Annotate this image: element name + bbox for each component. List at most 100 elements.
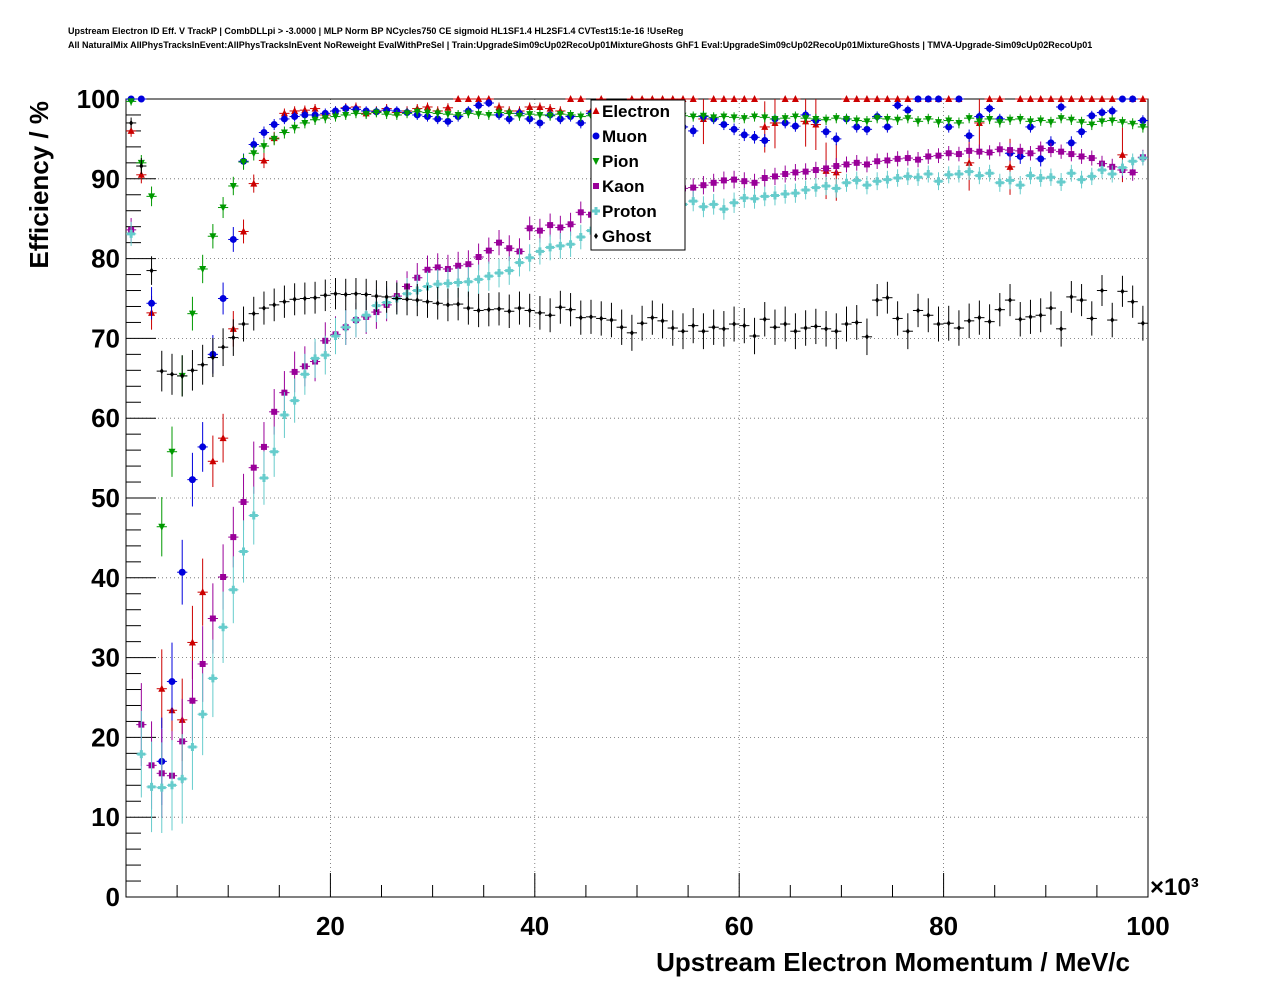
ghost-point [688, 308, 699, 344]
pion-point [749, 111, 760, 122]
ghost-point [412, 284, 423, 317]
y-tick-label: 10 [91, 802, 120, 832]
ghost-point [534, 296, 546, 330]
proton-point [126, 221, 137, 246]
ghost-point [861, 318, 873, 356]
pion-point [524, 109, 535, 120]
proton-point [504, 256, 515, 285]
muon-point [790, 120, 801, 132]
muon-point [759, 134, 770, 147]
pion-point [330, 111, 341, 122]
pion-point [442, 109, 454, 120]
pion-point [545, 110, 556, 121]
pion-point [820, 114, 832, 125]
ghost-point [524, 293, 535, 328]
ghost-point [514, 291, 525, 325]
pion-point [340, 110, 351, 120]
pion-point [534, 110, 546, 120]
ghost-point [463, 291, 474, 325]
muon-point [688, 125, 699, 137]
series-proton [126, 150, 1148, 833]
ghost-point [759, 302, 770, 337]
electron-point [780, 95, 791, 102]
legend-label: Proton [602, 202, 657, 221]
pion-point [361, 109, 372, 120]
proton-point [861, 176, 873, 195]
pion-point [831, 113, 842, 124]
kaon-point [831, 158, 842, 175]
pion-point [350, 108, 362, 119]
electron-point [248, 174, 259, 193]
kaon-point [882, 152, 893, 169]
legend-label: Electron [602, 102, 670, 121]
proton-point [708, 194, 719, 215]
electron-point [1137, 95, 1148, 102]
legend-item-electron: Electron [592, 102, 670, 121]
pion-point [769, 113, 781, 125]
pion-point [412, 107, 423, 117]
ghost-point [1015, 302, 1026, 337]
kaon-point [780, 165, 791, 183]
pion-point [483, 110, 494, 120]
pion-point [401, 108, 413, 119]
muon-point [1117, 95, 1128, 103]
ghost-point [1035, 298, 1046, 333]
ghost-point [555, 290, 566, 324]
pion-point [810, 113, 821, 125]
proton-point [177, 734, 188, 824]
proton-point [769, 185, 781, 206]
ghost-point [596, 301, 607, 336]
proton-point [953, 165, 965, 183]
electron-point [984, 95, 995, 102]
ghost-point [790, 313, 801, 350]
pion-point [565, 110, 576, 120]
muon-point [177, 539, 188, 605]
ghost-point [258, 291, 270, 325]
ghost-point [269, 288, 280, 322]
pion-point [575, 111, 586, 122]
ghost-point [248, 296, 259, 331]
pion-point [493, 107, 505, 118]
ghost-point [1045, 291, 1057, 325]
muon-point [279, 113, 290, 125]
electron-point [1025, 95, 1036, 102]
pion-point [718, 111, 729, 122]
ghost-point [637, 305, 648, 341]
electron-point [964, 135, 975, 191]
electron-point [217, 413, 229, 463]
pion-point [984, 113, 995, 125]
x-tick-label: 20 [316, 911, 345, 941]
ghost-point [1137, 305, 1148, 341]
ghost-point [708, 309, 719, 345]
legend-item-proton: Proton [592, 202, 657, 221]
muon-point [483, 99, 494, 108]
muon-point [187, 452, 198, 507]
legend-item-pion: Pion [592, 152, 639, 171]
kaon-point [841, 156, 852, 173]
pion-point [156, 497, 167, 557]
kaon-point [861, 156, 873, 173]
ghost-point [453, 287, 464, 321]
electron-point [688, 95, 699, 102]
ghost-point [350, 278, 362, 310]
ghost-point [187, 350, 198, 391]
muon-point [432, 113, 443, 125]
y-tick-label: 0 [106, 882, 120, 912]
muon-point [923, 95, 934, 103]
proton-point [299, 353, 310, 395]
pion-point [780, 113, 791, 124]
pion-point [146, 186, 157, 207]
kaon-point [964, 143, 975, 158]
muon-point [136, 95, 147, 103]
legend-item-kaon: Kaon [593, 177, 645, 196]
electron-point [463, 95, 474, 102]
pion-point [1096, 116, 1108, 127]
proton-point [841, 173, 852, 192]
proton-point [749, 188, 760, 209]
ghost-point [820, 311, 832, 347]
legend-item-muon: Muon [592, 127, 647, 146]
ghost-point [473, 293, 484, 328]
data-points [126, 95, 1148, 833]
pion-point [688, 111, 699, 122]
